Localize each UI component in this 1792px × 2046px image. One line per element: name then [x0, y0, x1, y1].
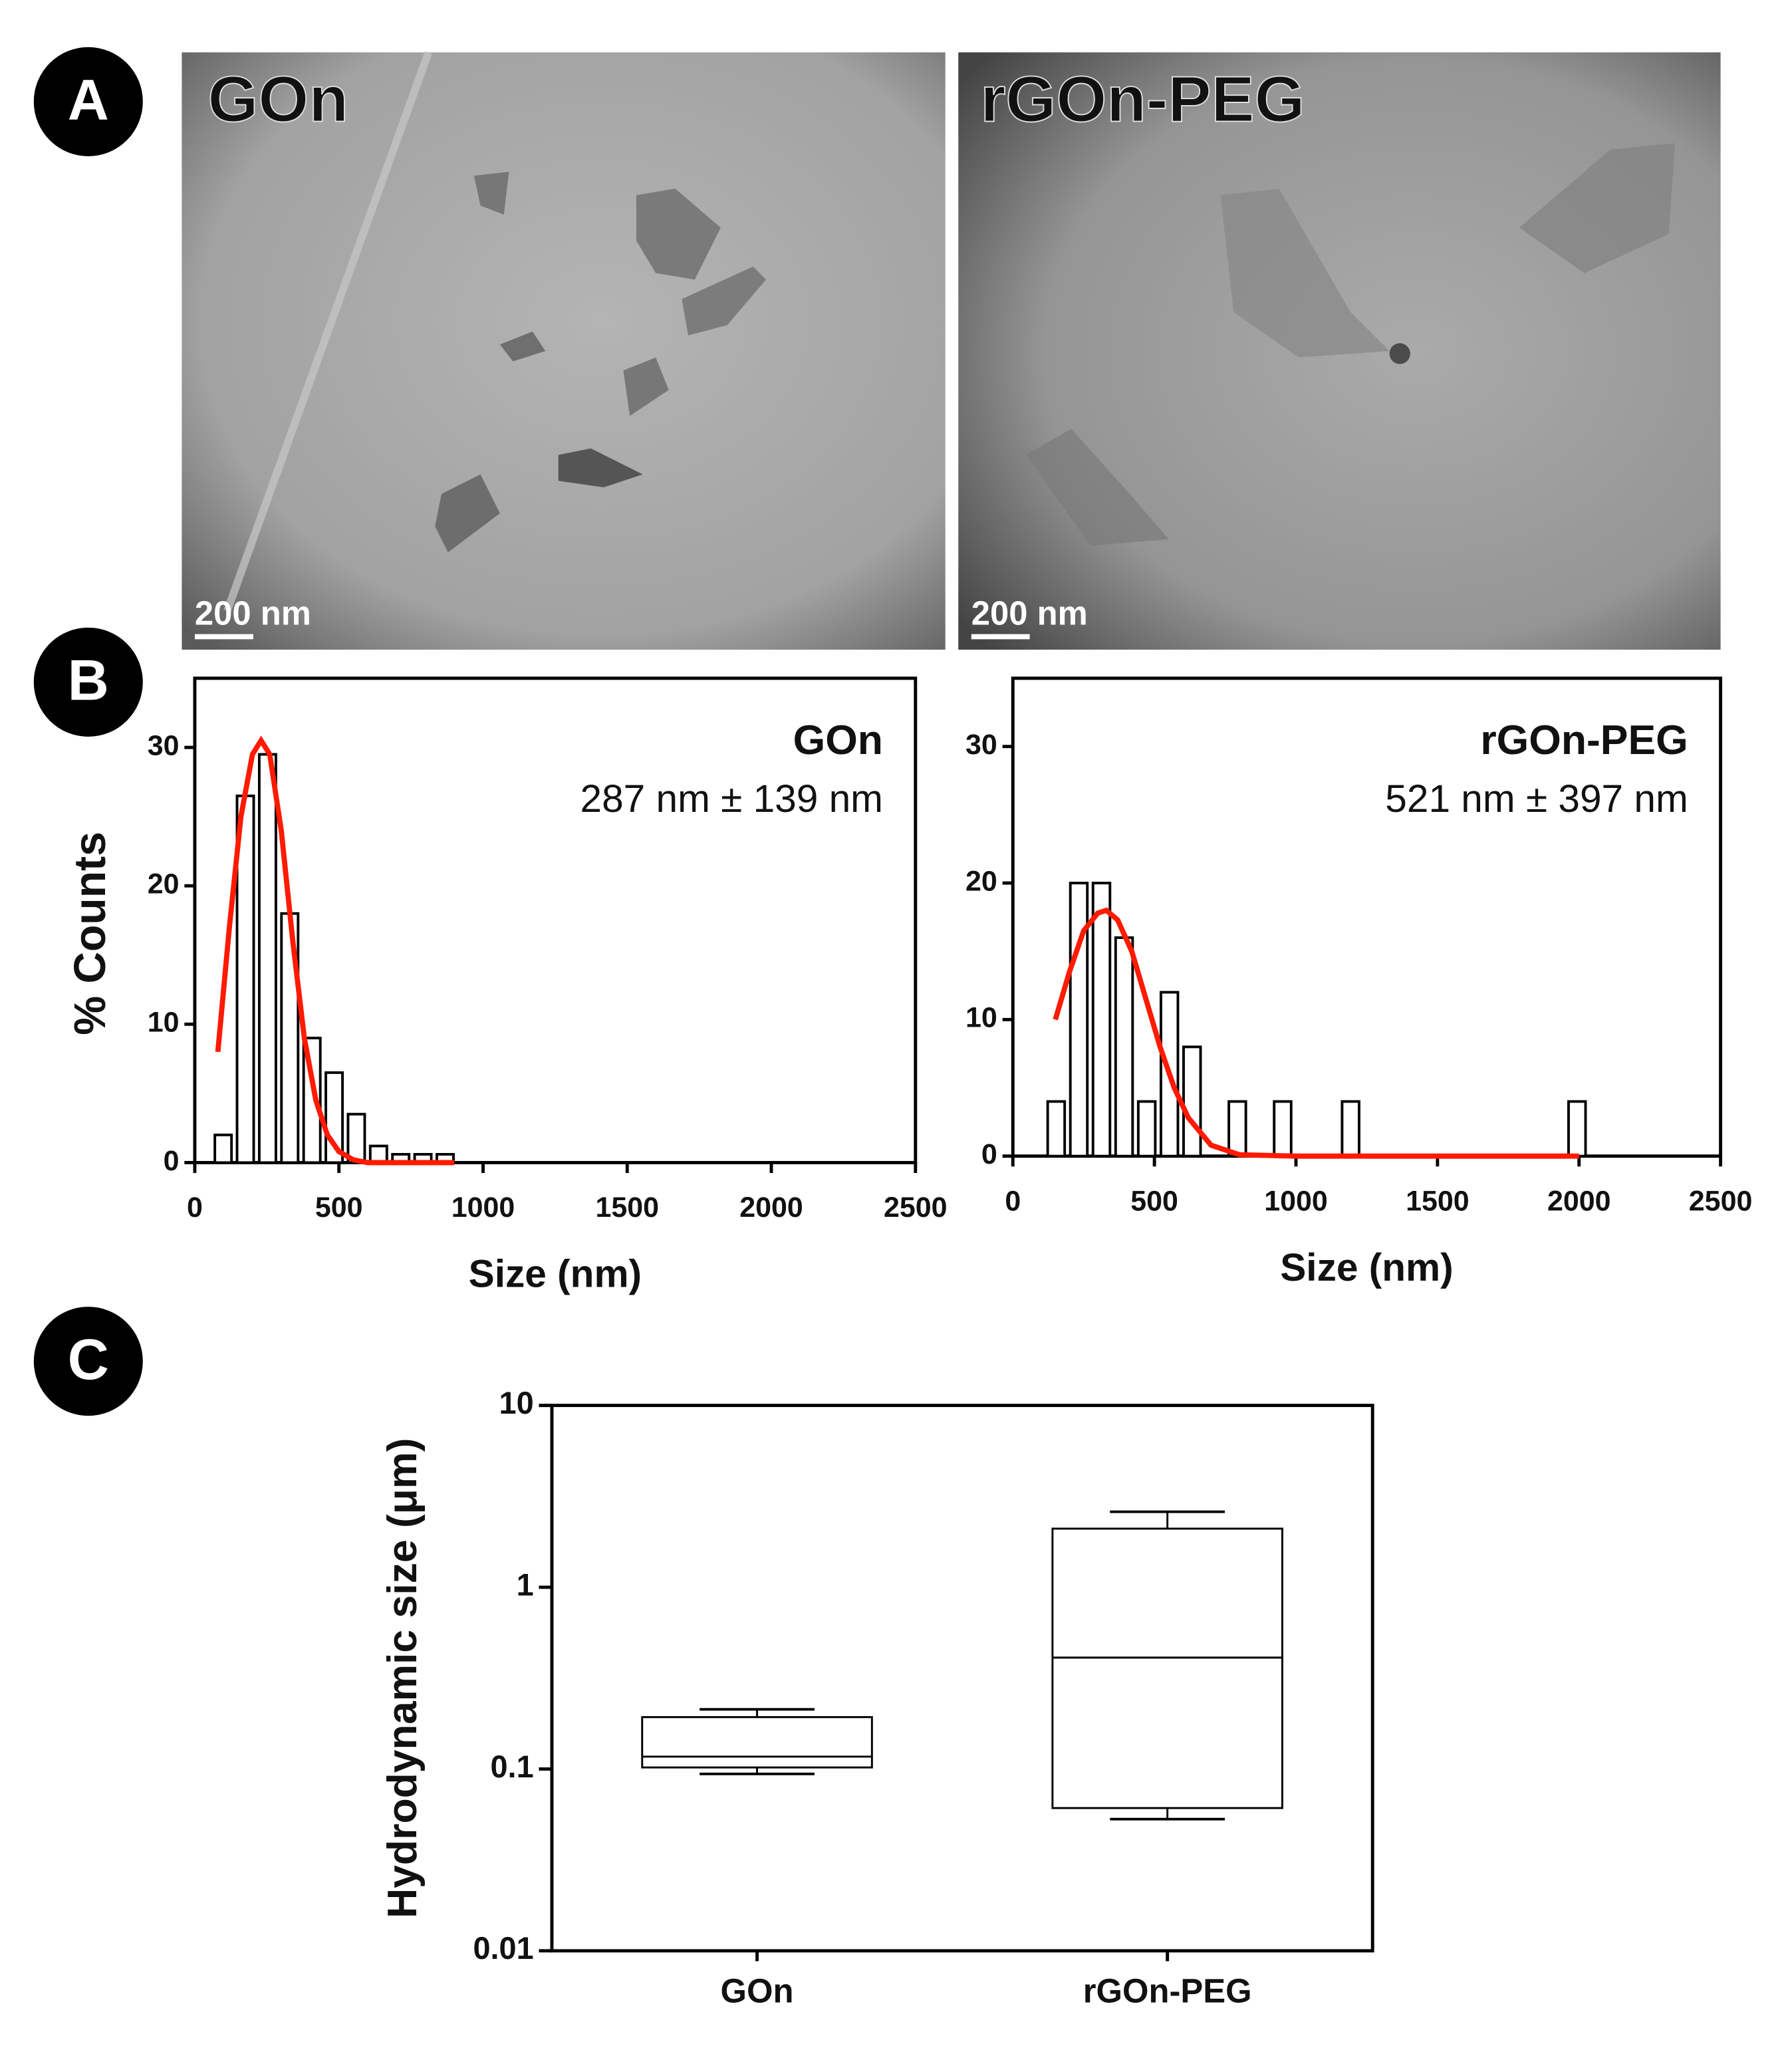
panel-badge	[33, 627, 143, 737]
y-tick-label: 0.01	[473, 1931, 533, 1966]
histogram-bar	[1273, 1100, 1293, 1158]
x-tick-label: 2500	[884, 1192, 948, 1223]
histogram-bar	[1567, 1100, 1587, 1158]
scale-bar-label: 200 nm	[971, 594, 1088, 632]
x-axis-label: Size (nm)	[469, 1253, 642, 1296]
y-axis-label: % Counts	[66, 832, 115, 1035]
histogram-bar	[1182, 1045, 1202, 1158]
x-tick-label: GOn	[721, 1972, 794, 2010]
box	[641, 1716, 873, 1769]
x-tick-label: 2000	[1547, 1185, 1611, 1217]
histogram-bar	[257, 753, 277, 1164]
histogram-bar	[1227, 1100, 1247, 1158]
histogram-bar	[1046, 1100, 1067, 1158]
chart-subtitle: 521 nm ± 397 nm	[1385, 777, 1688, 821]
y-tick-label: 20	[965, 865, 997, 897]
x-tick-label: 1000	[1264, 1185, 1328, 1217]
y-tick-label: 30	[148, 729, 180, 761]
x-tick-label: 0	[1005, 1185, 1021, 1217]
y-tick-label: 0.1	[490, 1749, 533, 1784]
histogram-bar	[213, 1133, 233, 1164]
histogram-bar	[1069, 882, 1089, 1158]
tem-image-rgon-peg	[958, 52, 1721, 650]
x-tick-label: 500	[315, 1192, 363, 1223]
y-tick-label: 0	[164, 1145, 180, 1177]
histogram-bar	[1341, 1100, 1360, 1158]
y-tick-label: 10	[499, 1386, 534, 1420]
image-label: GOn	[207, 63, 348, 136]
panel-badge	[33, 1307, 143, 1416]
plot-frame	[550, 1404, 1374, 1953]
x-tick-label: 2000	[739, 1192, 803, 1223]
panel-letter: B	[68, 648, 109, 712]
chart-subtitle: 287 nm ± 139 nm	[580, 777, 883, 821]
scale-bar-label: 200 nm	[195, 594, 311, 632]
plot-frame	[193, 676, 918, 1164]
x-tick-label: 0	[187, 1192, 203, 1223]
x-tick-label: 1500	[1406, 1185, 1470, 1217]
x-tick-label: 500	[1130, 1185, 1178, 1217]
y-tick-label: 0	[981, 1138, 997, 1170]
y-tick-label: 20	[148, 868, 180, 900]
histogram-bar	[1114, 936, 1134, 1158]
panel-letter: C	[68, 1328, 109, 1392]
y-tick-label: 10	[965, 1002, 997, 1034]
y-tick-label: 30	[965, 729, 997, 761]
chart-title: rGOn-PEG	[1480, 717, 1688, 763]
box	[1051, 1527, 1283, 1809]
panel-badge	[33, 47, 143, 156]
chart-title: GOn	[793, 717, 883, 763]
histogram-bar	[1091, 882, 1112, 1158]
x-tick-label: 2500	[1689, 1185, 1753, 1217]
panel-letter: A	[68, 68, 109, 132]
fit-curve	[215, 735, 455, 1166]
tem-image-gon	[182, 51, 946, 650]
y-tick-label: 10	[148, 1007, 180, 1039]
x-axis-label: Size (nm)	[1280, 1246, 1453, 1289]
x-tick-label: rGOn-PEG	[1083, 1972, 1252, 2010]
y-tick-label: 1	[517, 1567, 534, 1602]
histogram-bar	[1136, 1100, 1157, 1158]
fit-curve	[1053, 907, 1579, 1159]
y-axis-label: Hydrodynamic size (μm)	[379, 1438, 426, 1918]
image-label: rGOn-PEG	[980, 63, 1305, 136]
x-tick-label: 1500	[595, 1192, 659, 1223]
x-tick-label: 1000	[451, 1192, 515, 1223]
